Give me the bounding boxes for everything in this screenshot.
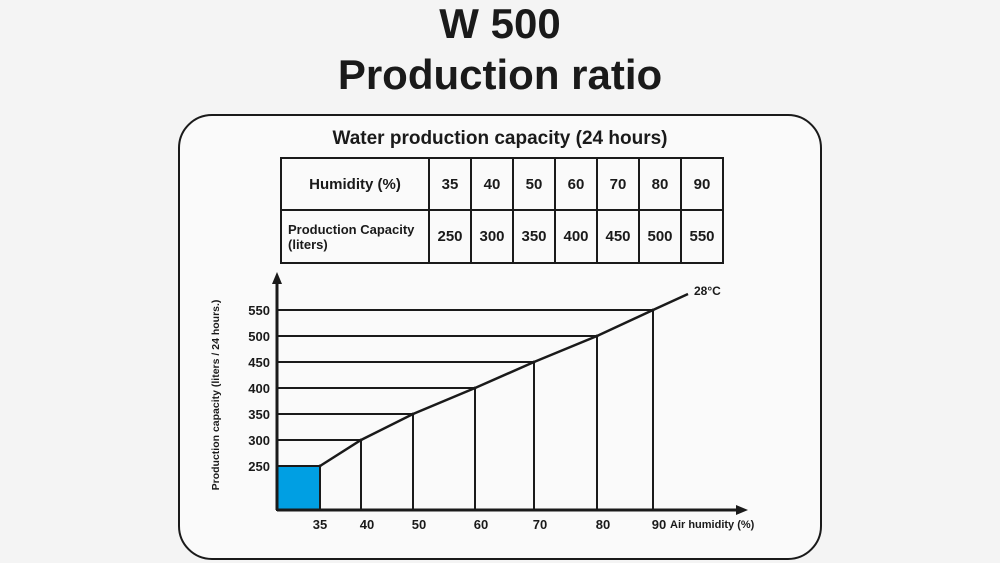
x-tick-label: 35 xyxy=(313,517,327,532)
data-point xyxy=(411,412,415,416)
x-tick-label: 50 xyxy=(412,517,426,532)
humidity-cell: 40 xyxy=(470,157,514,211)
x-axis-arrow-icon xyxy=(736,505,748,515)
data-point xyxy=(651,308,655,312)
table-title: Water production capacity (24 hours) xyxy=(332,128,668,149)
y-tick-label: 450 xyxy=(248,355,270,370)
x-tick-label: 40 xyxy=(360,517,374,532)
data-point xyxy=(359,438,363,442)
capacity-cell: 450 xyxy=(596,209,640,264)
capacity-row: Production Capacity (liters) 250 300 350 … xyxy=(280,209,724,264)
y-tick-label: 500 xyxy=(248,329,270,344)
x-tick-label: 60 xyxy=(474,517,488,532)
capacity-cell: 500 xyxy=(638,209,682,264)
x-axis-label: Air humidity (%) xyxy=(670,519,755,531)
y-tick-label: 300 xyxy=(248,433,270,448)
capacity-cell: 400 xyxy=(554,209,598,264)
humidity-cell: 70 xyxy=(596,157,640,211)
capacity-cell: 250 xyxy=(428,209,472,264)
x-tick-label: 70 xyxy=(533,517,547,532)
humidity-row-label: Humidity (%) xyxy=(280,157,430,211)
humidity-cell: 90 xyxy=(680,157,724,211)
data-point xyxy=(532,360,536,364)
capacity-row-label: Production Capacity (liters) xyxy=(280,209,430,264)
y-axis-label: Production capacity (liters / 24 hours.) xyxy=(210,300,222,491)
capacity-table: Humidity (%) 35 40 50 60 70 80 90 Produc… xyxy=(280,157,724,264)
temperature-annotation: 28°C xyxy=(694,284,721,298)
page-title: Production ratio xyxy=(337,51,663,98)
page-title-model: W 500 xyxy=(439,0,561,47)
baseline-highlight-box xyxy=(276,465,321,511)
capacity-row-label-line1: Production Capacity xyxy=(288,221,415,237)
capacity-cell: 550 xyxy=(680,209,724,264)
humidity-cell: 60 xyxy=(554,157,598,211)
humidity-cell: 80 xyxy=(638,157,682,211)
capacity-cell: 350 xyxy=(512,209,556,264)
x-tick-label: 90 xyxy=(652,517,666,532)
x-tick-label: 80 xyxy=(596,517,610,532)
capacity-row-label-line2: (liters) xyxy=(288,236,328,252)
y-tick-label: 250 xyxy=(248,459,270,474)
y-axis-arrow-icon xyxy=(272,272,282,284)
series-line xyxy=(319,292,689,468)
data-point xyxy=(595,334,599,338)
capacity-cell: 300 xyxy=(470,209,514,264)
y-tick-label: 400 xyxy=(248,381,270,396)
humidity-row: Humidity (%) 35 40 50 60 70 80 90 xyxy=(280,157,724,211)
y-tick-label: 350 xyxy=(248,407,270,422)
data-point xyxy=(473,386,477,390)
humidity-cell: 35 xyxy=(428,157,472,211)
humidity-cell: 50 xyxy=(512,157,556,211)
y-tick-label: 550 xyxy=(248,303,270,318)
data-point xyxy=(318,464,322,468)
